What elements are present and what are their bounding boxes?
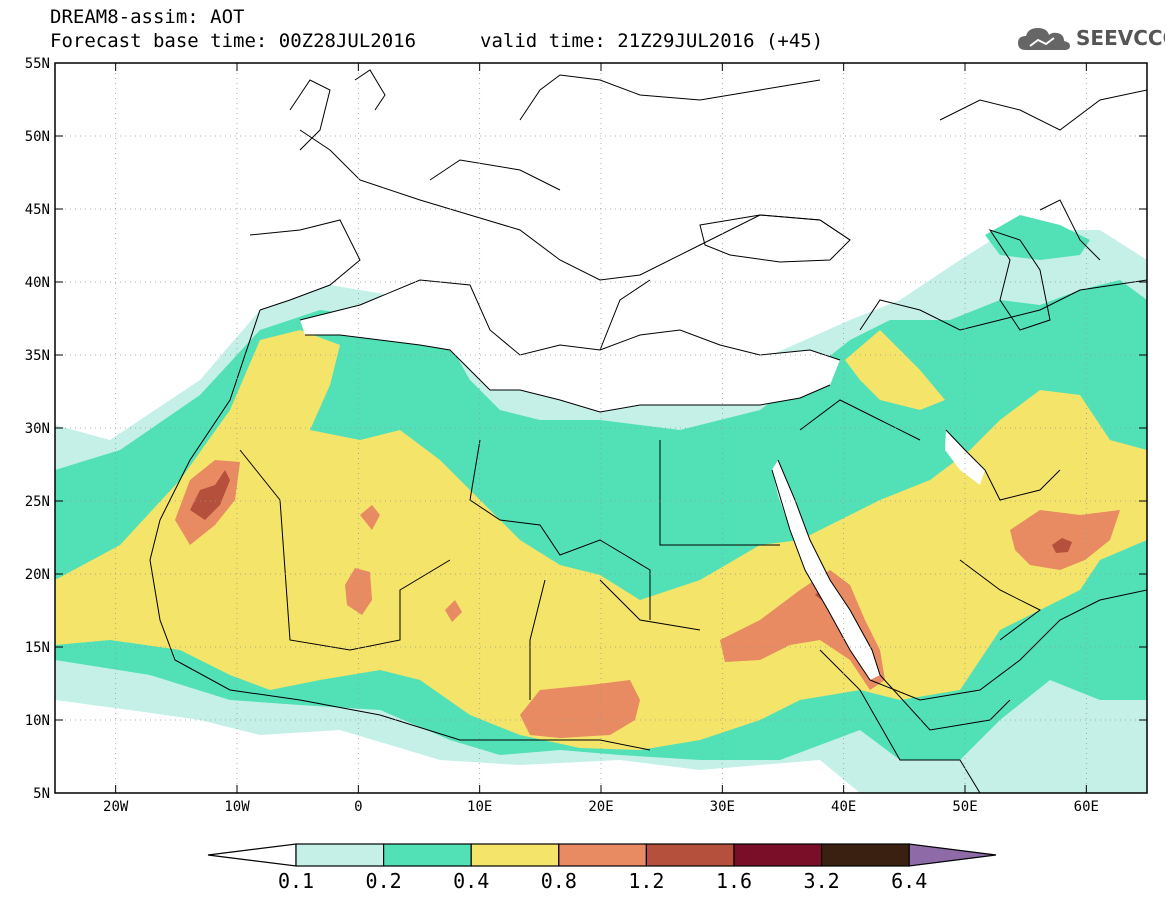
colorbar-bin (558, 843, 647, 867)
colorbar-level-label: 0.2 (366, 869, 402, 893)
colorbar-arrow-low (207, 843, 297, 867)
lat-label: 20N (25, 567, 50, 583)
colorbar-arrow-high (908, 843, 997, 867)
colorbar: 0.1 0.2 0.4 0.8 1.2 1.6 3.2 6.4 (207, 843, 997, 893)
lon-label: 10E (467, 799, 492, 815)
colorbar-bin (820, 843, 910, 867)
seevccc-logo: SEEVCCC (1016, 24, 1165, 54)
valid-time: valid time: 21Z29JUL2016 (+45) (480, 30, 824, 52)
lat-label: 25N (25, 494, 50, 510)
lat-label: 50N (25, 129, 50, 145)
colorbar-level-label: 6.4 (891, 869, 927, 893)
map-axes: 55N 50N 45N 40N 35N 30N 25N 20N 15N 10N 5N 20W 10W 0 1… (25, 56, 1147, 815)
colorbar-bin (383, 843, 472, 867)
lat-label: 55N (25, 56, 50, 72)
colorbar-bin (645, 843, 735, 867)
forecast-base-time: Forecast base time: 00Z28JUL2016 (50, 30, 417, 52)
lon-label: 20E (588, 799, 613, 815)
colorbar-bin (470, 843, 560, 867)
lon-label: 0 (354, 799, 362, 815)
lon-label: 40E (831, 799, 856, 815)
cloud-icon (1018, 28, 1070, 50)
coastlines (149, 69, 1147, 793)
map-title: DREAM8-assim: AOT (50, 6, 245, 28)
lat-label: 5N (33, 786, 50, 802)
colorbar-level-label: 0.1 (278, 869, 314, 893)
colorbar-bin (295, 843, 385, 867)
lon-label: 50E (952, 799, 977, 815)
colorbar-level-label: 1.6 (716, 869, 752, 893)
lat-label: 40N (25, 275, 50, 291)
lat-label: 10N (25, 713, 50, 729)
colorbar-level-label: 3.2 (804, 869, 840, 893)
lon-label: 30E (710, 799, 735, 815)
colorbar-level-label: 1.2 (628, 869, 664, 893)
lat-label: 45N (25, 202, 50, 218)
lon-label: 60E (1074, 799, 1099, 815)
lat-label: 30N (25, 421, 50, 437)
lon-label: 20W (103, 799, 129, 815)
lat-label: 15N (25, 640, 50, 656)
logo-text: SEEVCCC (1076, 26, 1165, 50)
colorbar-level-label: 0.8 (541, 869, 577, 893)
lat-label: 35N (25, 348, 50, 364)
colorbar-level-label: 0.4 (453, 869, 489, 893)
gridlines (55, 63, 1147, 793)
lon-label: 10W (224, 799, 250, 815)
colorbar-bin (733, 843, 823, 867)
